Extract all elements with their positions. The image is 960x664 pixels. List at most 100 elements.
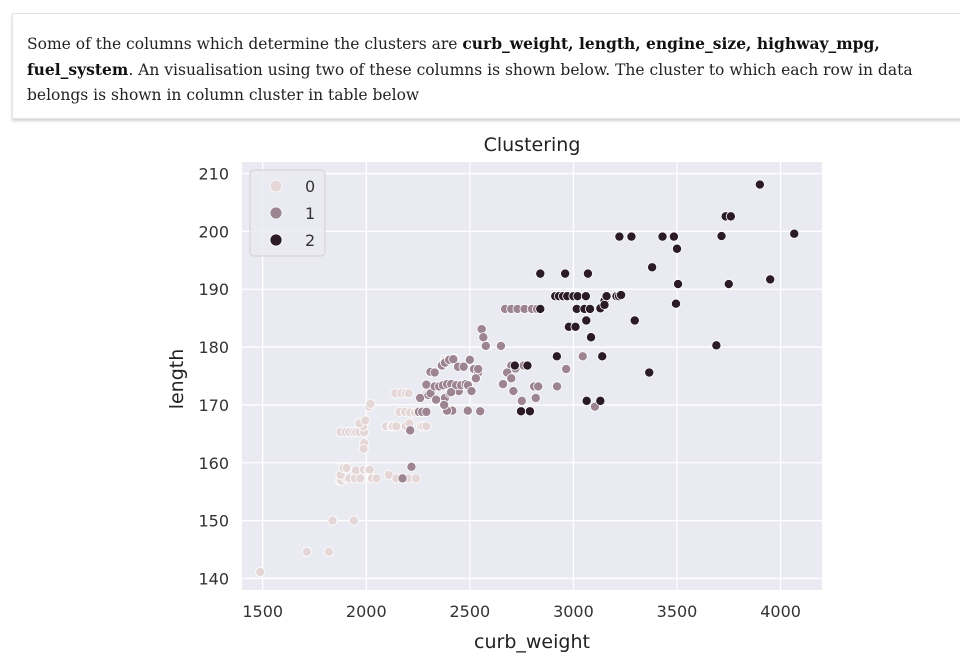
point-cluster-2	[616, 290, 627, 301]
point-cluster-1	[480, 340, 491, 351]
chart-title: Clustering	[484, 134, 581, 156]
point-cluster-0	[323, 546, 334, 557]
point-cluster-2	[626, 231, 637, 242]
point-cluster-1	[421, 406, 432, 417]
legend-label-1: 1	[305, 204, 315, 223]
legend-marker-2	[269, 233, 283, 247]
y-tick-label: 210	[198, 165, 229, 184]
plot-background	[242, 162, 822, 590]
point-cluster-2	[595, 395, 606, 406]
y-tick-label: 200	[198, 222, 229, 241]
chart-svg: Clustering curb_weight length 1500 2000 25…	[166, 134, 822, 653]
description-text-after: . An visualisation using two of these co…	[27, 61, 913, 104]
point-cluster-2	[560, 268, 571, 279]
x-tick-label: 2500	[449, 602, 490, 621]
x-tick-label: 2000	[346, 602, 387, 621]
point-cluster-2	[711, 340, 722, 351]
point-cluster-1	[429, 367, 440, 378]
point-cluster-1	[478, 332, 489, 343]
y-axis-label: length	[166, 349, 188, 410]
point-cluster-2	[522, 360, 533, 371]
point-cluster-2	[670, 298, 681, 309]
point-cluster-2	[599, 299, 610, 310]
legend: 0 1 2	[249, 169, 326, 257]
point-cluster-2	[614, 231, 625, 242]
point-cluster-0	[403, 388, 414, 399]
point-cluster-2	[580, 291, 591, 302]
legend-label-0: 0	[305, 177, 315, 196]
point-cluster-0	[364, 464, 375, 475]
point-cluster-2	[725, 211, 736, 222]
point-cluster-2	[716, 231, 727, 242]
description-bold-columns: curb_weight, length, engine_size, highwa…	[27, 34, 880, 79]
grid-lines	[242, 162, 822, 590]
point-cluster-2	[723, 279, 734, 290]
point-cluster-2	[629, 315, 640, 326]
point-cluster-2	[535, 268, 546, 279]
point-cluster-2	[516, 406, 527, 417]
point-cluster-1	[446, 387, 457, 398]
y-tick-label: 150	[198, 512, 229, 531]
point-cluster-1	[497, 379, 508, 390]
x-tick-label: 4000	[760, 602, 801, 621]
point-cluster-0	[391, 421, 402, 432]
point-cluster-2	[582, 268, 593, 279]
point-cluster-2	[647, 262, 658, 273]
point-cluster-1	[405, 425, 416, 436]
point-cluster-2	[765, 274, 776, 285]
y-tick-label: 140	[198, 569, 229, 588]
point-cluster-2	[673, 279, 684, 290]
x-tick-label: 3000	[553, 602, 594, 621]
point-cluster-2	[601, 291, 612, 302]
point-cluster-0	[348, 515, 359, 526]
point-cluster-0	[365, 398, 376, 409]
point-cluster-0	[421, 421, 432, 432]
point-cluster-2	[581, 315, 592, 326]
point-cluster-0	[355, 473, 366, 484]
point-cluster-2	[754, 179, 765, 190]
point-cluster-0	[360, 415, 371, 426]
point-cluster-1	[533, 381, 544, 392]
point-cluster-1	[577, 351, 588, 362]
point-cluster-2	[570, 321, 581, 332]
point-cluster-0	[301, 546, 312, 557]
point-cluster-2	[509, 360, 520, 371]
point-cluster-1	[530, 392, 541, 403]
description-box: Some of the columns which determine the …	[12, 13, 960, 119]
point-cluster-2	[581, 395, 592, 406]
legend-marker-1	[269, 206, 283, 220]
point-cluster-1	[561, 364, 572, 375]
point-cluster-2	[524, 406, 535, 417]
legend-label-2: 2	[305, 231, 315, 250]
point-cluster-0	[327, 515, 338, 526]
point-cluster-1	[415, 392, 426, 403]
point-cluster-2	[584, 303, 595, 314]
point-cluster-2	[535, 303, 546, 314]
legend-marker-0	[269, 179, 283, 193]
point-cluster-2	[597, 351, 608, 362]
point-cluster-1	[466, 386, 477, 397]
x-tick-label: 1500	[242, 602, 283, 621]
point-cluster-1	[470, 373, 481, 384]
clustering-chart: Clustering curb_weight length 1500 2000 25…	[150, 125, 840, 660]
y-tick-label: 170	[198, 396, 229, 415]
point-cluster-1	[495, 340, 506, 351]
point-cluster-1	[421, 379, 432, 390]
description-text-before: Some of the columns which determine the …	[27, 35, 463, 53]
point-cluster-1	[506, 373, 517, 384]
point-cluster-2	[551, 351, 562, 362]
point-cluster-2	[668, 231, 679, 242]
point-cluster-1	[397, 473, 408, 484]
legend-box	[249, 169, 326, 257]
point-cluster-1	[458, 361, 469, 372]
point-cluster-1	[475, 406, 486, 417]
y-tick-label: 160	[198, 454, 229, 473]
point-cluster-0	[410, 473, 421, 484]
point-cluster-1	[473, 364, 484, 375]
point-cluster-2	[672, 243, 683, 254]
point-cluster-1	[476, 324, 487, 335]
x-axis-label: curb_weight	[474, 631, 590, 653]
point-cluster-0	[255, 567, 266, 578]
point-cluster-1	[431, 394, 442, 405]
x-tick-label: 3500	[657, 602, 698, 621]
